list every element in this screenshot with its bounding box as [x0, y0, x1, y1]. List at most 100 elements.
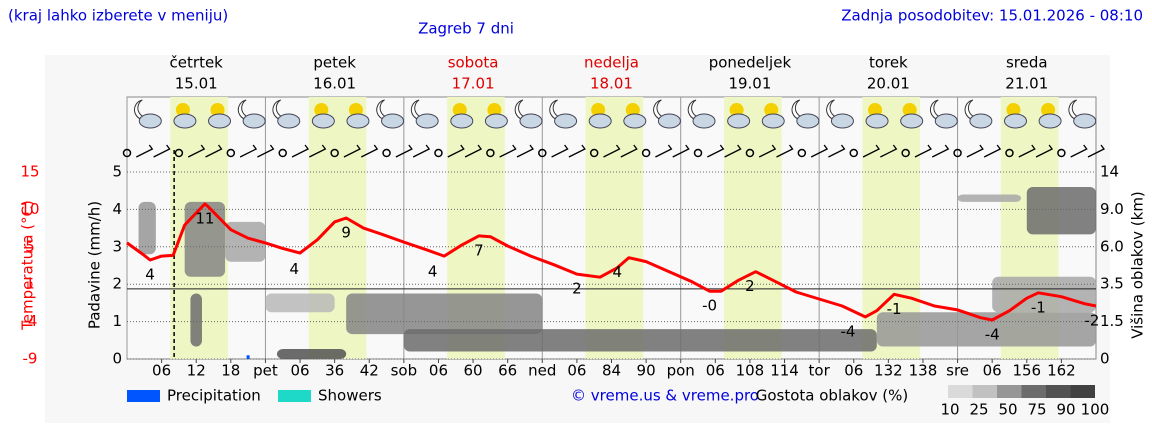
day-name: petek — [313, 54, 356, 72]
temperature-tick-label: 5 — [25, 237, 35, 255]
day-name: četrtek — [170, 54, 224, 72]
cloud-icon — [484, 113, 508, 129]
cloud-icon — [969, 113, 993, 129]
wind-barb — [568, 144, 586, 158]
wind-barb — [360, 144, 379, 158]
x-tick-label: 132 — [874, 362, 903, 380]
legend-swatch — [127, 390, 160, 402]
temperature-label: -4 — [840, 322, 855, 340]
temperature-tick-label: 10 — [20, 200, 39, 218]
temperature-tick-label: 1 — [25, 275, 35, 293]
wind-barb — [291, 144, 310, 158]
precip-tick-label: 1 — [112, 312, 122, 330]
cloud-layer — [138, 201, 156, 255]
day-name: sreda — [1006, 54, 1048, 72]
cloud-legend-box — [1070, 385, 1095, 398]
cloud-layer — [346, 293, 543, 335]
cloud-icon — [761, 113, 785, 129]
wind-barb — [914, 144, 932, 158]
wind-barb — [239, 144, 258, 158]
temperature-label: 11 — [195, 209, 214, 227]
wind-calm — [434, 148, 443, 158]
chart-title: Zagreb 7 dni — [418, 20, 514, 38]
x-tick-label: 60 — [464, 362, 483, 380]
cloud-icon — [727, 113, 751, 129]
daylight-band — [723, 97, 782, 359]
wind-barb — [1070, 144, 1088, 158]
credit: © vreme.us & vreme.pro — [571, 387, 759, 405]
legend-swatch — [278, 390, 311, 402]
cloud-layer — [876, 312, 1096, 347]
temperature-tick-label: -9 — [23, 350, 38, 368]
sun-icon — [487, 103, 502, 117]
wind-calm — [486, 148, 495, 158]
x-tick-label: 06 — [290, 362, 309, 380]
wind-barb — [516, 144, 534, 158]
x-tick-label: 06 — [567, 362, 586, 380]
day-date: 17.01 — [452, 75, 495, 93]
cloud-icon — [346, 113, 370, 129]
cloud-legend-label: 75 — [1027, 401, 1046, 419]
temperature-tick-label: -4 — [23, 312, 38, 330]
wind-barb — [447, 144, 465, 158]
cloud-icon — [242, 113, 266, 129]
precip-tick-label: 4 — [112, 200, 122, 218]
cloud-legend-label: 100 — [1081, 401, 1110, 419]
temperature-label: -1 — [1031, 298, 1046, 316]
sun-icon — [348, 103, 363, 117]
cloud-tick-label: 0 — [1100, 350, 1110, 368]
wind-barb — [776, 144, 794, 158]
legend-label: Precipitation — [167, 387, 261, 405]
cloud-legend-label: 90 — [1056, 401, 1075, 419]
x-tick-label: 156 — [1012, 362, 1041, 380]
cloud-legend-label: 25 — [969, 401, 988, 419]
sun-icon — [452, 103, 467, 117]
cloud-icon — [934, 113, 958, 129]
wind-barb — [672, 144, 690, 158]
temperature-label: 2 — [572, 280, 582, 298]
temperature-label: -2 — [1085, 312, 1100, 330]
cloud-icon — [900, 113, 924, 129]
wind-barb — [343, 144, 361, 158]
wind-calm — [953, 148, 962, 158]
cloud-legend-box — [1046, 385, 1071, 398]
x-tick-label: 06 — [706, 362, 725, 380]
legend-label: Showers — [318, 387, 382, 405]
wind-barb — [136, 144, 154, 158]
wind-barb — [187, 144, 206, 158]
cloud-layer — [265, 293, 335, 313]
precip-tick-label: 5 — [112, 163, 122, 181]
update-time: Zadnja posodobitev: 15.01.2026 - 08:10 — [841, 7, 1143, 25]
temperature-label: -1 — [887, 300, 902, 318]
x-tick-label: 06 — [429, 362, 448, 380]
temperature-label: -0 — [702, 297, 717, 315]
x-tick-label: sob — [391, 362, 418, 380]
wind-calm — [174, 148, 184, 158]
x-tick-label: 114 — [770, 362, 799, 380]
cloud-layer — [1026, 186, 1096, 235]
sun-icon — [625, 103, 640, 117]
cloud-layer — [957, 194, 1022, 202]
wind-barb — [655, 144, 673, 158]
wind-calm — [330, 148, 339, 158]
temperature-label: 4 — [428, 262, 438, 280]
wind-barb — [412, 144, 431, 158]
wind-calm — [278, 148, 287, 158]
x-tick-label: 66 — [498, 362, 517, 380]
wind-barb — [1018, 144, 1036, 158]
cloud-icon — [381, 113, 405, 129]
x-tick-label: 12 — [187, 362, 206, 380]
x-tick-label: 162 — [1047, 362, 1076, 380]
sun-icon — [210, 103, 225, 117]
day-date: 21.01 — [1005, 75, 1048, 93]
wind-calm — [901, 148, 910, 158]
cloud-icon — [415, 113, 439, 129]
x-tick-label: 06 — [152, 362, 171, 380]
temperature-label: 2 — [745, 277, 755, 295]
precip-tick-label: 2 — [112, 275, 122, 293]
cloud-legend-label: 10 — [940, 401, 959, 419]
day-date: 20.01 — [867, 75, 910, 93]
wind-barb — [551, 144, 569, 158]
precip-bar — [246, 355, 250, 359]
cloud-icon — [588, 113, 612, 129]
